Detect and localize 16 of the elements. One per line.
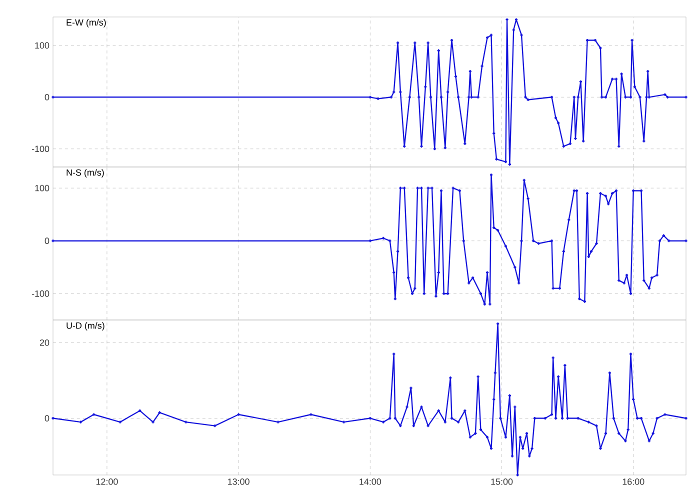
y-tick-label: -100 <box>32 146 50 152</box>
chart-title: U-D (m/s) <box>66 322 104 331</box>
x-tick-label: 14:00 <box>360 478 382 485</box>
x-tick-label: 13:00 <box>228 478 250 485</box>
y-tick-label: 0 <box>44 238 50 244</box>
y-tick-label: 0 <box>44 94 50 100</box>
y-tick-label: 100 <box>35 42 50 49</box>
y-tick-label: -100 <box>32 290 50 297</box>
chart-title: E-W (m/s) <box>66 19 106 28</box>
x-tick-label: 12:00 <box>96 478 118 485</box>
x-tick-label: 15:00 <box>491 478 513 485</box>
chart-title: N-S (m/s) <box>66 169 104 178</box>
y-tick-label: 0 <box>44 415 50 422</box>
x-tick-label: 16:00 <box>622 478 644 485</box>
y-tick-label: 20 <box>40 339 50 346</box>
y-tick-label: 100 <box>35 184 50 192</box>
